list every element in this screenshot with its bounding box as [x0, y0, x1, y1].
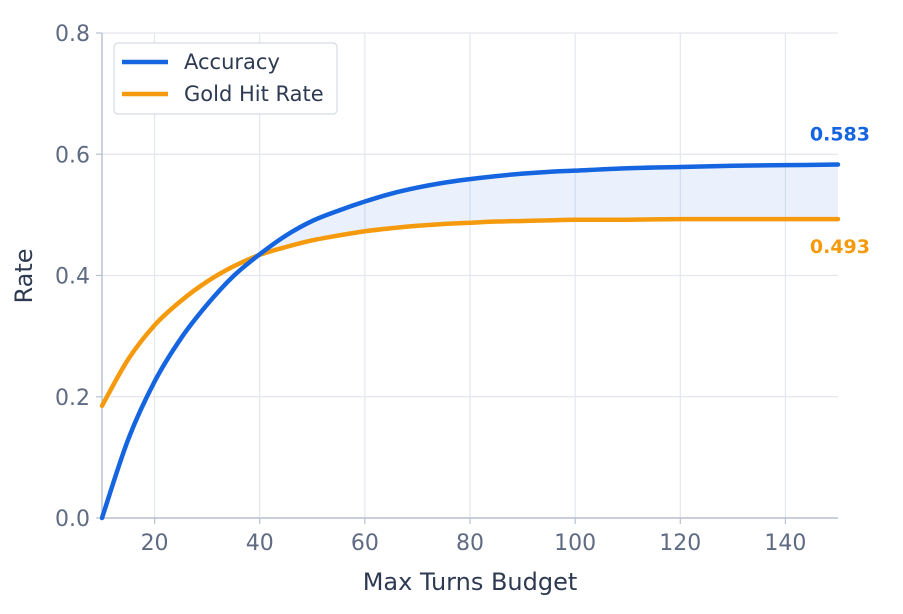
- x-tick-label: 40: [246, 531, 274, 556]
- x-tick-label: 20: [141, 531, 169, 556]
- x-tick-label: 140: [764, 531, 806, 556]
- legend: Accuracy Gold Hit Rate: [113, 42, 338, 115]
- series-line-gold-hit-rate: [99, 216, 841, 409]
- end-label-accuracy: 0.583: [810, 124, 870, 146]
- tick-labels: 20 40 60 80 100 120 140 0.0 0.2 0.4 0.6 0.8: [55, 22, 806, 556]
- x-tick-label: 120: [659, 531, 701, 556]
- gap-shading: [259, 164, 839, 255]
- y-tick-label: 0.2: [55, 386, 90, 411]
- x-tick-label: 80: [456, 531, 484, 556]
- legend-label-accuracy: Accuracy: [184, 50, 280, 74]
- y-tick-label: 0.6: [55, 143, 90, 168]
- x-tick-label: 100: [554, 531, 596, 556]
- x-tick-label: 60: [351, 531, 379, 556]
- legend-label-gold-hit-rate: Gold Hit Rate: [184, 82, 324, 106]
- end-labels: 0.583 0.493: [810, 124, 870, 259]
- legend-box: [113, 42, 338, 115]
- y-axis-title: Rate: [10, 248, 38, 303]
- end-label-gold-hit-rate: 0.493: [810, 236, 870, 258]
- y-tick-label: 0.4: [55, 265, 90, 290]
- x-axis-title: Max Turns Budget: [363, 568, 578, 596]
- axes: [96, 32, 838, 524]
- y-tick-label: 0.0: [55, 507, 90, 532]
- series-line-accuracy: [99, 162, 841, 521]
- series-lines: [99, 162, 841, 521]
- y-tick-label: 0.8: [55, 22, 90, 47]
